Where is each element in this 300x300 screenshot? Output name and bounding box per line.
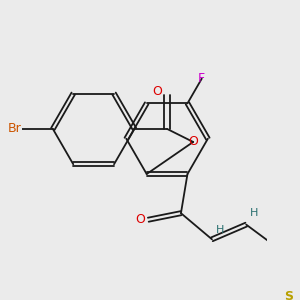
Text: Br: Br xyxy=(8,122,22,135)
Text: S: S xyxy=(284,290,293,300)
Text: O: O xyxy=(135,213,145,226)
Text: O: O xyxy=(188,136,198,148)
Text: H: H xyxy=(250,208,259,218)
Text: H: H xyxy=(216,224,224,235)
Text: F: F xyxy=(198,72,205,85)
Text: O: O xyxy=(152,85,162,98)
